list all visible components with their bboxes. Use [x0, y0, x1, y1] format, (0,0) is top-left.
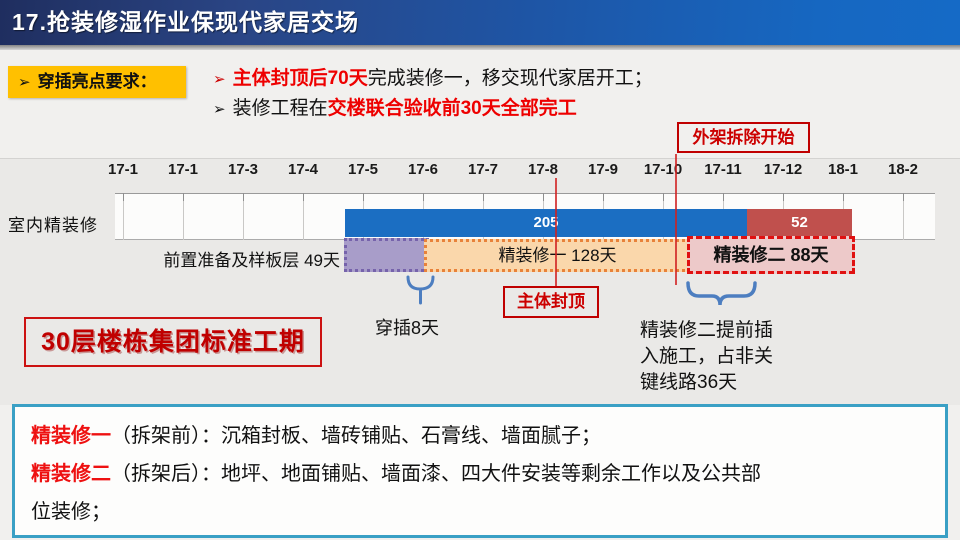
axis-tick	[723, 193, 724, 201]
fine-decoration-2-label: 精装修二 88天	[713, 245, 829, 265]
gantt-bar-main: 205	[345, 209, 747, 237]
arrow-bullet-icon: ➢	[213, 101, 226, 118]
bullet1-red-text: 主体封顶后70天	[232, 68, 368, 89]
title-bar-shadow	[0, 45, 960, 50]
axis-gridline	[123, 193, 124, 240]
axis-month-label: 17-1	[107, 161, 139, 178]
axis-tick	[663, 193, 664, 201]
axis-gridline	[243, 193, 244, 240]
axis-tick	[603, 193, 604, 201]
gantt-bar-tail-value: 52	[791, 214, 808, 231]
axis-month-label: 17-6	[407, 161, 439, 178]
gantt-row-label: 室内精装修	[8, 216, 98, 235]
requirements-label-box: ➢ 穿插亮点要求：	[8, 66, 186, 98]
prep-stage-label: 前置准备及样板层 49天	[163, 251, 340, 270]
axis-tick	[303, 193, 304, 201]
axis-month-label: 17-5	[347, 161, 379, 178]
axis-tick	[423, 193, 424, 201]
gantt-bar-main-value: 205	[533, 214, 559, 231]
axis-gridline	[303, 193, 304, 240]
axis-month-label: 18-1	[827, 161, 859, 178]
axis-tick	[543, 193, 544, 201]
axis-month-label: 17-7	[467, 161, 499, 178]
requirements-bullets: ➢ 主体封顶后70天完成装修一，移交现代家居开工； ➢ 装修工程在交楼联合验收前30…	[213, 64, 943, 124]
axis-tick	[783, 193, 784, 201]
bullet2-red-text: 交楼联合验收前30天全部完工	[327, 98, 577, 119]
fine2-term: 精装修二	[31, 463, 111, 485]
axis-gridline	[903, 193, 904, 240]
axis-tick	[183, 193, 184, 201]
prep-stage-box	[344, 238, 429, 272]
axis-tick	[903, 193, 904, 201]
fine-decoration-2-box: 精装修二 88天	[687, 236, 855, 274]
bullet-line-1: ➢ 主体封顶后70天完成装修一，移交现代家居开工；	[213, 64, 943, 94]
axis-month-label: 17-12	[763, 161, 803, 178]
bullet1-black-text: 完成装修一，移交现代家居开工；	[367, 68, 653, 89]
axis-month-label: 17-1	[167, 161, 199, 178]
fine-decoration-1-label: 精装修一 128天	[498, 246, 617, 265]
arrow-bullet-icon: ➢	[18, 74, 31, 91]
axis-month-label: 17-4	[287, 161, 319, 178]
axis-gridline	[183, 193, 184, 240]
axis-month-label: 17-3	[227, 161, 259, 178]
fine2-definition: （拆架后）：地坪、地面铺贴、墙面漆、四大件安装等剩余工作以及公共部	[111, 463, 761, 485]
page-title: 17.抢装修湿作业保现代家居交场	[12, 9, 359, 35]
bullet2-black-text: 装修工程在	[232, 98, 328, 119]
fine2-early-start-note: 精装修二提前插 入施工，占非关 键线路36天	[640, 318, 773, 396]
axis-tick	[123, 193, 124, 201]
fine2-note-line1: 精装修二提前插	[640, 320, 774, 341]
scaffold-removal-callout: 外架拆除开始	[677, 122, 810, 153]
fine-decoration-1-box: 精装修一 128天	[424, 239, 691, 272]
axis-tick	[243, 193, 244, 201]
definitions-box: 精装修一（拆架前）：沉箱封板、墙砖铺贴、石膏线、墙面腻子； 精装修二（拆架后）：…	[12, 404, 948, 538]
bullet-line-2: ➢ 装修工程在交楼联合验收前30天全部完工	[213, 94, 943, 124]
arrow-bullet-icon: ➢	[213, 71, 226, 88]
insertion-days-label: 穿插8天	[375, 318, 440, 338]
requirements-label: 穿插亮点要求：	[37, 72, 157, 91]
topping-out-callout: 主体封顶	[503, 286, 599, 318]
axis-month-label: 17-11	[704, 161, 742, 178]
axis-month-label: 18-2	[887, 161, 919, 178]
title-bar: 17.抢装修湿作业保现代家居交场	[0, 0, 960, 45]
fine2-note-line3: 键线路36天	[640, 372, 738, 393]
gantt-bar-tail: 52	[747, 209, 852, 237]
fine1-definition: （拆架前）：沉箱封板、墙砖铺贴、石膏线、墙面腻子；	[111, 425, 601, 447]
axis-tick	[363, 193, 364, 201]
definition-line-1: 精装修一（拆架前）：沉箱封板、墙砖铺贴、石膏线、墙面腻子；	[31, 417, 945, 455]
axis-month-label: 17-10	[643, 161, 683, 178]
axis-tick	[483, 193, 484, 201]
standard-duration-callout: 30层楼栋集团标准工期	[24, 317, 322, 367]
axis-month-label: 17-9	[587, 161, 619, 178]
fine2-note-line2: 入施工，占非关	[640, 346, 774, 367]
definition-line-3: 位装修；	[31, 501, 111, 523]
axis-month-label: 17-8	[527, 161, 559, 178]
fine1-term: 精装修一	[31, 425, 111, 447]
axis-tick	[843, 193, 844, 201]
definition-line-2: 精装修二（拆架后）：地坪、地面铺贴、墙面漆、四大件安装等剩余工作以及公共部	[31, 455, 945, 493]
